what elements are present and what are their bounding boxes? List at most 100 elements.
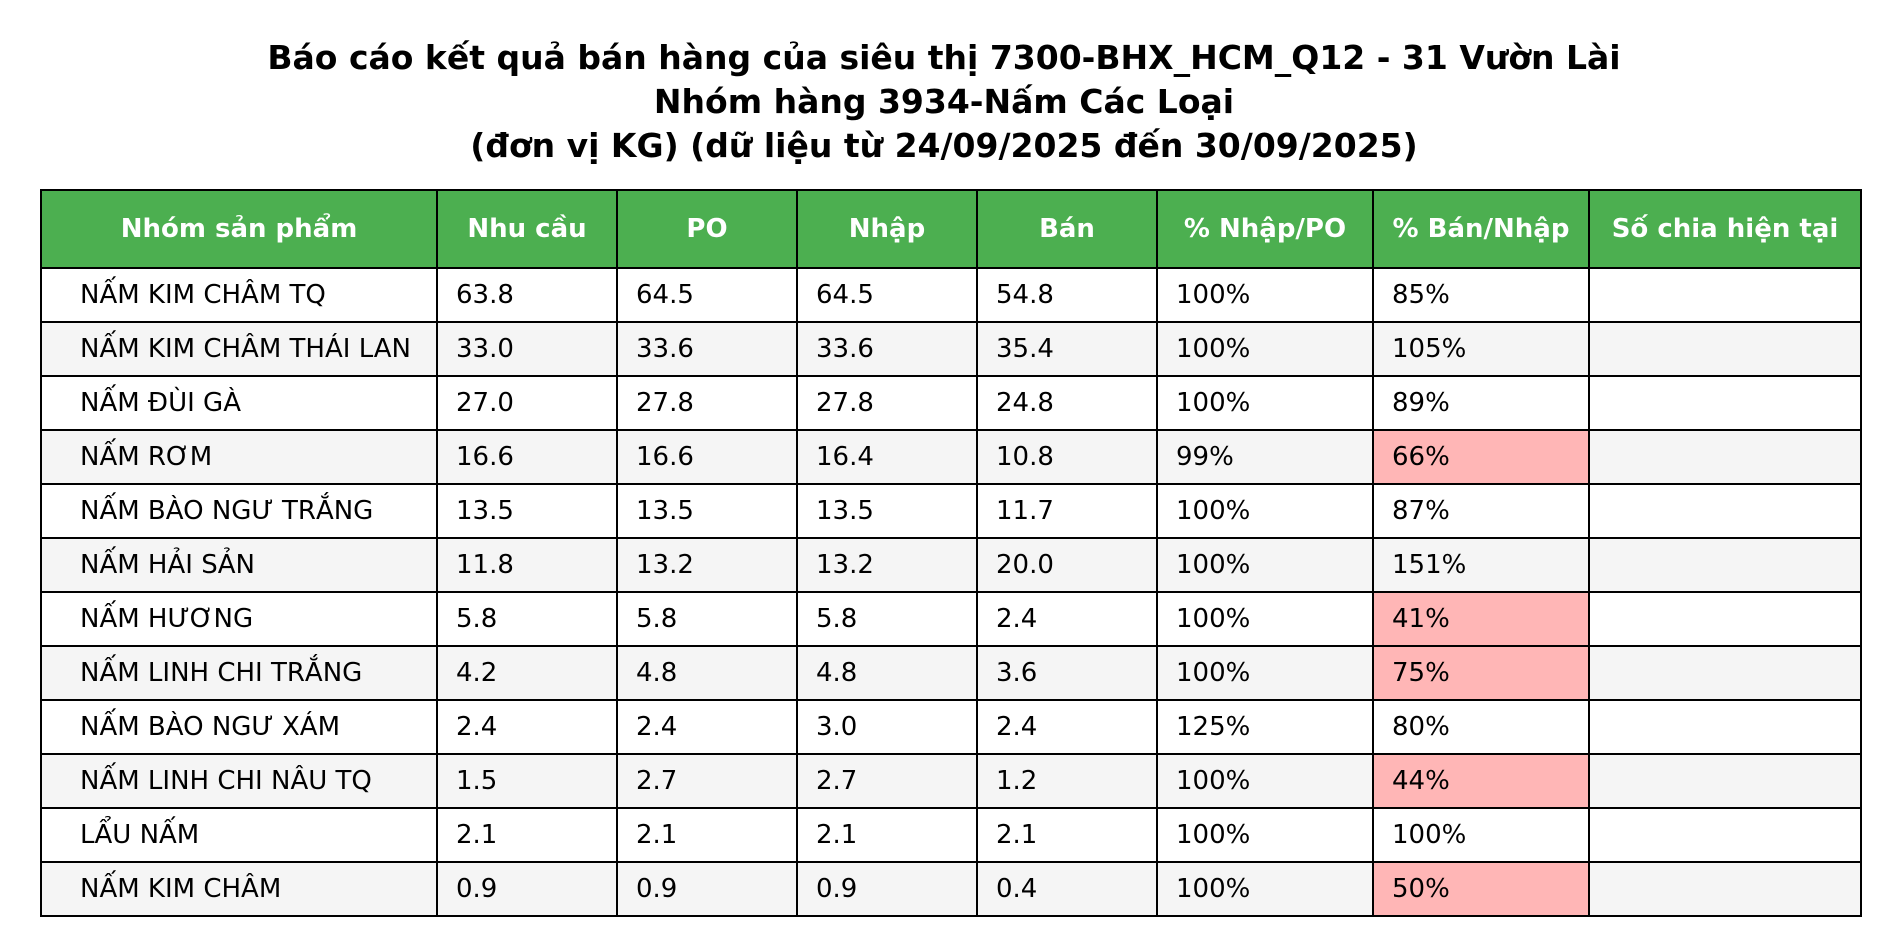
demand-cell: 4.2 (436, 645, 618, 701)
pct-sold-import-cell: 50% (1372, 861, 1590, 917)
sold-cell: 11.7 (976, 483, 1158, 539)
sold-cell: 24.8 (976, 375, 1158, 431)
po-cell: 13.2 (616, 537, 798, 593)
demand-cell: 16.6 (436, 429, 618, 485)
current-divisor-cell (1588, 699, 1862, 755)
header-pct-sold-import: % Bán/Nhập (1372, 189, 1590, 269)
po-cell: 64.5 (616, 267, 798, 323)
demand-cell: 33.0 (436, 321, 618, 377)
pct-import-po-cell: 100% (1156, 861, 1374, 917)
header-sold: Bán (976, 189, 1158, 269)
table-row: NẤM LINH CHI NÂU TQ 1.5 2.7 2.7 1.2 100% 44% (40, 753, 1862, 809)
table-row: NẤM ĐÙI GÀ 27.0 27.8 27.8 24.8 100% 89% (40, 375, 1862, 431)
import-cell: 3.0 (796, 699, 978, 755)
demand-cell: 27.0 (436, 375, 618, 431)
pct-import-po-cell: 100% (1156, 753, 1374, 809)
header-current-divisor: Số chia hiện tại (1588, 189, 1862, 269)
product-name-cell: NẤM KIM CHÂM THÁI LAN (40, 321, 438, 377)
po-cell: 33.6 (616, 321, 798, 377)
pct-import-po-cell: 100% (1156, 537, 1374, 593)
header-import: Nhập (796, 189, 978, 269)
pct-import-po-cell: 100% (1156, 807, 1374, 863)
product-name-cell: NẤM KIM CHÂM TQ (40, 267, 438, 323)
table-row: NẤM RƠM 16.6 16.6 16.4 10.8 99% 66% (40, 429, 1862, 485)
sold-cell: 0.4 (976, 861, 1158, 917)
pct-import-po-cell: 100% (1156, 645, 1374, 701)
demand-cell: 11.8 (436, 537, 618, 593)
po-cell: 13.5 (616, 483, 798, 539)
pct-import-po-cell: 99% (1156, 429, 1374, 485)
sold-cell: 2.4 (976, 699, 1158, 755)
current-divisor-cell (1588, 645, 1862, 701)
table-body: NẤM KIM CHÂM TQ 63.8 64.5 64.5 54.8 100% 85% NẤ… (40, 267, 1862, 917)
po-cell: 27.8 (616, 375, 798, 431)
import-cell: 13.5 (796, 483, 978, 539)
pct-sold-import-cell: 151% (1372, 537, 1590, 593)
pct-sold-import-cell: 66% (1372, 429, 1590, 485)
current-divisor-cell (1588, 483, 1862, 539)
import-cell: 27.8 (796, 375, 978, 431)
table-row: NẤM KIM CHÂM THÁI LAN 33.0 33.6 33.6 35.4 100… (40, 321, 1862, 377)
header-po: PO (616, 189, 798, 269)
po-cell: 0.9 (616, 861, 798, 917)
current-divisor-cell (1588, 321, 1862, 377)
report-title-line-2: Nhóm hàng 3934-Nấm Các Loại (653, 82, 1235, 121)
po-cell: 2.4 (616, 699, 798, 755)
product-name-cell: LẨU NẤM (40, 807, 438, 863)
product-name-cell: NẤM ĐÙI GÀ (40, 375, 438, 431)
current-divisor-cell (1588, 537, 1862, 593)
pct-sold-import-cell: 41% (1372, 591, 1590, 647)
report-title: Báo cáo kết quả bán hàng của siêu thị 73… (0, 36, 1888, 168)
pct-import-po-cell: 100% (1156, 321, 1374, 377)
pct-import-po-cell: 125% (1156, 699, 1374, 755)
sold-cell: 3.6 (976, 645, 1158, 701)
import-cell: 0.9 (796, 861, 978, 917)
po-cell: 16.6 (616, 429, 798, 485)
import-cell: 33.6 (796, 321, 978, 377)
demand-cell: 2.1 (436, 807, 618, 863)
pct-import-po-cell: 100% (1156, 591, 1374, 647)
demand-cell: 13.5 (436, 483, 618, 539)
import-cell: 64.5 (796, 267, 978, 323)
import-cell: 16.4 (796, 429, 978, 485)
pct-sold-import-cell: 75% (1372, 645, 1590, 701)
import-cell: 5.8 (796, 591, 978, 647)
import-cell: 2.7 (796, 753, 978, 809)
product-name-cell: NẤM HẢI SẢN (40, 537, 438, 593)
pct-sold-import-cell: 87% (1372, 483, 1590, 539)
pct-sold-import-cell: 85% (1372, 267, 1590, 323)
product-name-cell: NẤM LINH CHI NÂU TQ (40, 753, 438, 809)
sales-report-table: Nhóm sản phẩm Nhu cầu PO Nhập Bán % Nhập… (40, 189, 1862, 917)
po-cell: 2.7 (616, 753, 798, 809)
table-row: NẤM HẢI SẢN 11.8 13.2 13.2 20.0 100% 151% (40, 537, 1862, 593)
current-divisor-cell (1588, 591, 1862, 647)
sold-cell: 2.4 (976, 591, 1158, 647)
table-row: NẤM LINH CHI TRẮNG 4.2 4.8 4.8 3.6 100% 75% (40, 645, 1862, 701)
product-name-cell: NẤM RƠM (40, 429, 438, 485)
current-divisor-cell (1588, 375, 1862, 431)
pct-sold-import-cell: 100% (1372, 807, 1590, 863)
demand-cell: 1.5 (436, 753, 618, 809)
product-name-cell: NẤM BÀO NGƯ TRẮNG (40, 483, 438, 539)
table-row: NẤM KIM CHÂM TQ 63.8 64.5 64.5 54.8 100% 85% (40, 267, 1862, 323)
header-pct-import-po: % Nhập/PO (1156, 189, 1374, 269)
pct-sold-import-cell: 80% (1372, 699, 1590, 755)
demand-cell: 5.8 (436, 591, 618, 647)
sold-cell: 2.1 (976, 807, 1158, 863)
current-divisor-cell (1588, 429, 1862, 485)
header-product-group: Nhóm sản phẩm (40, 189, 438, 269)
demand-cell: 2.4 (436, 699, 618, 755)
import-cell: 2.1 (796, 807, 978, 863)
table-row: NẤM BÀO NGƯ TRẮNG 13.5 13.5 13.5 11.7 100% 87% (40, 483, 1862, 539)
demand-cell: 0.9 (436, 861, 618, 917)
report-title-line-1: Báo cáo kết quả bán hàng của siêu thị 73… (267, 38, 1621, 77)
current-divisor-cell (1588, 267, 1862, 323)
table-row: NẤM KIM CHÂM 0.9 0.9 0.9 0.4 100% 50% (40, 861, 1862, 917)
pct-import-po-cell: 100% (1156, 267, 1374, 323)
sold-cell: 54.8 (976, 267, 1158, 323)
current-divisor-cell (1588, 807, 1862, 863)
sold-cell: 10.8 (976, 429, 1158, 485)
table-row: NẤM HƯƠNG 5.8 5.8 5.8 2.4 100% 41% (40, 591, 1862, 647)
pct-sold-import-cell: 105% (1372, 321, 1590, 377)
pct-import-po-cell: 100% (1156, 483, 1374, 539)
